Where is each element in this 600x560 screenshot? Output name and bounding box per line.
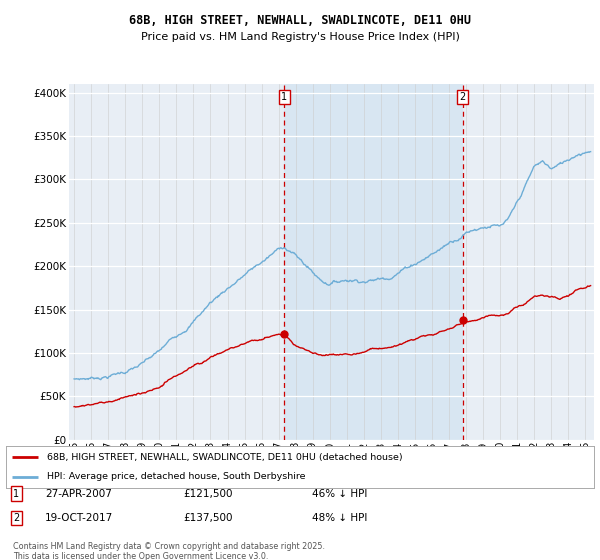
- Text: £137,500: £137,500: [183, 513, 233, 523]
- Text: £121,500: £121,500: [183, 489, 233, 499]
- Text: 68B, HIGH STREET, NEWHALL, SWADLINCOTE, DE11 0HU (detached house): 68B, HIGH STREET, NEWHALL, SWADLINCOTE, …: [47, 452, 403, 462]
- Text: 2: 2: [13, 513, 19, 523]
- Text: HPI: Average price, detached house, South Derbyshire: HPI: Average price, detached house, Sout…: [47, 472, 305, 482]
- Text: 2: 2: [460, 92, 466, 102]
- Text: 19-OCT-2017: 19-OCT-2017: [45, 513, 113, 523]
- Text: 27-APR-2007: 27-APR-2007: [45, 489, 112, 499]
- Text: Contains HM Land Registry data © Crown copyright and database right 2025.
This d: Contains HM Land Registry data © Crown c…: [13, 542, 325, 560]
- Text: Price paid vs. HM Land Registry's House Price Index (HPI): Price paid vs. HM Land Registry's House …: [140, 32, 460, 43]
- Text: 46% ↓ HPI: 46% ↓ HPI: [312, 489, 367, 499]
- Bar: [284, 84, 463, 440]
- Text: 1: 1: [281, 92, 287, 102]
- Text: 48% ↓ HPI: 48% ↓ HPI: [312, 513, 367, 523]
- Text: 1: 1: [13, 489, 19, 499]
- Text: 68B, HIGH STREET, NEWHALL, SWADLINCOTE, DE11 0HU: 68B, HIGH STREET, NEWHALL, SWADLINCOTE, …: [129, 14, 471, 27]
